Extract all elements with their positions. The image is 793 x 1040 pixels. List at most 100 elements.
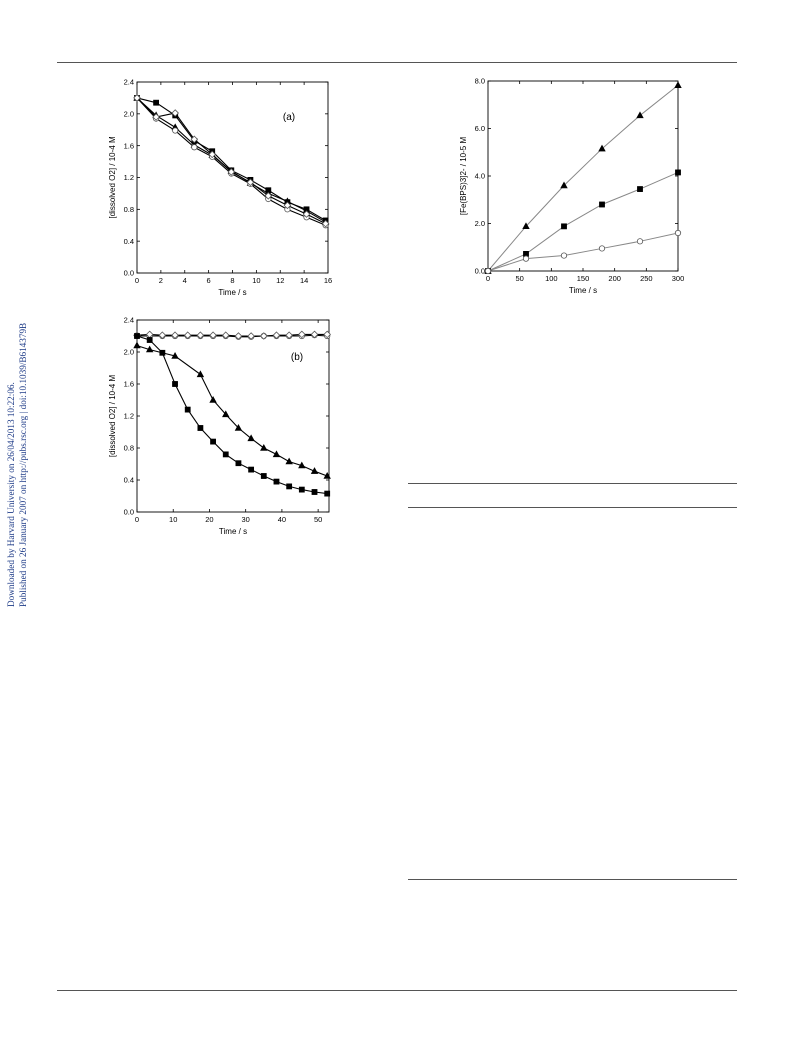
plot-frame [136,81,329,274]
y-tick-label: 0.0 [124,508,134,517]
data-point-triangle [598,144,606,152]
series-line-triangle [136,97,326,223]
y-axis-label: [dissolved O2] / 10-4 M [108,375,117,458]
y-tick-label: 2.0 [475,219,485,228]
data-point-diamond [321,219,330,228]
data-point-square [260,473,267,479]
y-tick-label: 1.2 [124,173,134,182]
x-tick-label: 10 [169,515,177,524]
x-tick-label: 40 [278,515,286,524]
data-point-diamond [209,331,217,339]
panel-label: (b) [291,352,303,363]
data-point-square [172,381,178,387]
plot-frame [487,80,679,272]
data-point-triangle [133,341,141,349]
y-axis-label: [Fe(BPS)3]2- / 10-5 M [459,137,468,216]
table-rule-top [408,483,737,484]
x-tick-label: 0 [486,274,490,283]
y-tick-label: 2.4 [124,316,134,325]
x-tick-label: 2 [159,276,163,285]
data-point-triangle [560,181,568,189]
data-point-diamond [171,109,179,117]
x-tick-label: 200 [608,274,621,283]
data-point-triangle [247,434,255,442]
data-point-diamond [323,330,331,339]
x-tick-label: 100 [545,274,558,283]
x-tick-label: 50 [314,515,322,524]
data-point-triangle [171,351,179,359]
data-point-circle [560,252,568,259]
data-point-diamond [221,331,230,339]
data-point-square [599,201,605,208]
data-point-diamond [260,332,268,340]
data-point-triangle [272,450,281,458]
data-point-diamond [152,113,160,121]
table-rule-mid [408,507,737,508]
x-tick-label: 0 [135,515,139,524]
page-bottom-rule [57,990,737,991]
data-point-diamond [285,331,293,339]
chart-c: 0 50 100 150 200 250 300 0.0 2.0 4.0 6.0 8.0 Time / … [450,74,700,309]
data-point-square [235,460,242,467]
series-line-circle [487,232,679,272]
y-tick-label: 0.8 [124,444,134,453]
series-line-diamond [136,97,326,225]
x-axis-label: Time / s [569,286,597,295]
chart-a-svg: 0 2 4 6 8 10 12 14 16 0.0 0.4 0.8 1.2 1.6 2.0 2.4 Time /… [108,78,332,297]
data-point-diamond [310,330,319,339]
y-tick-label: 0.0 [475,267,485,276]
y-tick-label: 0.0 [124,269,134,278]
data-point-diamond [264,192,273,200]
data-point-circle [598,245,606,252]
data-point-square [675,169,681,176]
data-point-square [197,425,204,431]
download-notice-line1: Downloaded by Harvard University on 26/0… [6,382,16,607]
series-line-square [136,335,328,495]
data-point-triangle [674,81,682,88]
data-point-triangle [636,111,644,119]
data-point-square [210,438,216,445]
y-tick-label: 0.4 [124,476,134,485]
y-tick-label: 2.4 [124,78,134,87]
data-point-circle [522,255,530,262]
y-axis-label: [dissolved O2] / 10-4 M [108,136,117,219]
download-notice-line2: Published on 26 January 2007 on http://p… [18,323,28,607]
data-point-diamond [227,168,236,176]
data-point-circle [636,238,644,245]
x-tick-label: 150 [577,274,590,283]
x-tick-label: 16 [324,276,332,285]
x-tick-label: 4 [183,276,187,285]
x-tick-label: 0 [135,276,139,285]
data-point-square [153,99,159,106]
data-point-triangle [222,410,230,418]
y-tick-label: 2.0 [124,348,134,357]
data-point-triangle [209,395,217,403]
x-tick-label: 50 [515,274,523,283]
data-point-triangle [260,443,268,451]
y-tick-label: 8.0 [475,77,485,86]
data-point-diamond [183,331,192,339]
data-point-square [184,406,191,413]
data-point-diamond [190,135,199,144]
data-point-square [146,337,153,343]
y-tick-label: 0.8 [124,205,134,214]
data-point-square [286,483,293,490]
download-notice: Downloaded by Harvard University on 26/0… [2,272,30,607]
series-line-triangle [487,84,679,272]
data-point-circle [484,267,492,275]
chart-a: 0 2 4 6 8 10 12 14 16 0.0 0.4 0.8 1.2 1.6 2.0 2.4 Time /… [100,76,340,311]
x-tick-label: 20 [205,515,213,524]
data-point-diamond [196,331,205,339]
data-point-triangle [522,222,530,230]
x-tick-label: 250 [640,274,653,283]
data-point-diamond [247,332,255,340]
x-tick-label: 12 [276,276,284,285]
panel-label: (a) [283,112,295,123]
data-point-diamond [272,331,281,339]
data-point-square [637,186,643,192]
data-point-triangle [145,345,154,353]
data-point-square [311,489,318,495]
chart-b: 0 10 20 30 40 50 0.0 0.4 0.8 1.2 1.6 2.0 2.4 Time / s… [100,314,340,549]
data-point-diamond [283,201,292,210]
data-point-diamond [246,178,255,187]
